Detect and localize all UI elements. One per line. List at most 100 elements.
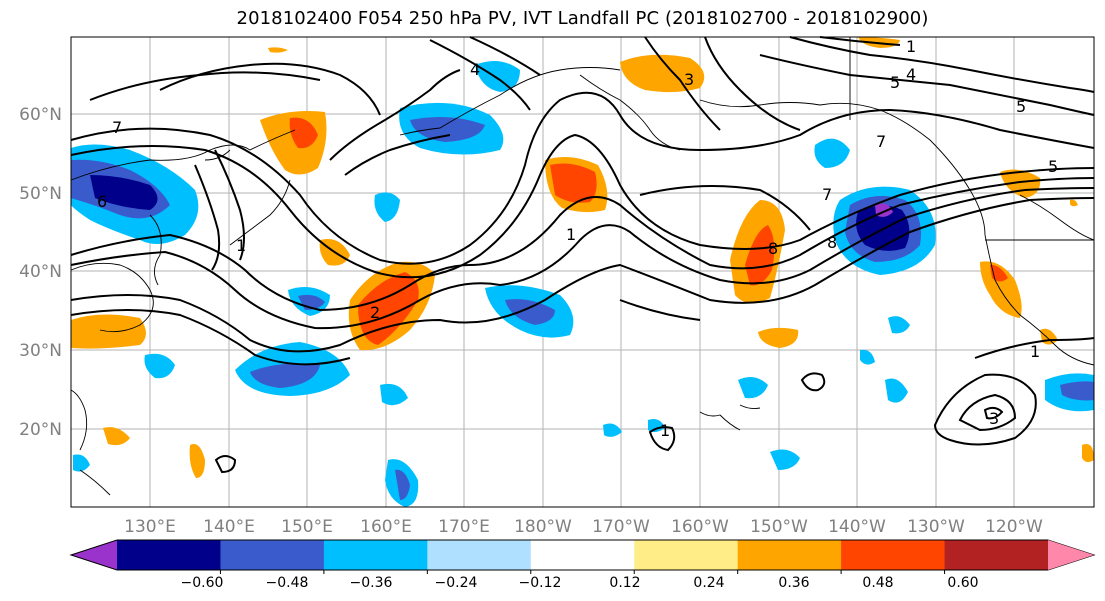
shade-negative: [603, 423, 622, 437]
lon-label: 170°E: [438, 517, 490, 537]
colorbar-tick-label: 0.24: [693, 575, 724, 591]
contour-label: 1: [566, 225, 576, 244]
contour-label: 4: [470, 60, 480, 79]
colorbar-tick-label: 0.12: [609, 575, 640, 591]
colorbar-cell: [944, 540, 1049, 570]
shade-negative: [380, 383, 408, 406]
shade-negative: [410, 116, 485, 142]
contour-label: 7: [112, 118, 122, 137]
colorbar-cell: [323, 540, 428, 570]
lat-label: 30°N: [19, 341, 62, 361]
shade-positive: [103, 427, 130, 446]
contour-label: 4: [906, 65, 916, 84]
contour-label: 6: [97, 192, 107, 211]
colorbar-tick-label: −0.48: [266, 575, 309, 591]
lon-label: 130°E: [124, 517, 176, 537]
shade-positive: [1082, 444, 1094, 463]
contour-label: 1: [236, 236, 246, 255]
shade-positive: [745, 225, 775, 286]
colorbar-tick-label: 0.60: [947, 575, 978, 591]
shade-positive: [268, 47, 288, 53]
map-panel: 7 7 6 4 3 5 4 5 8 8 7 1 2 1 3 1 1 1 5: [70, 36, 1095, 508]
lon-label: 180°W: [514, 517, 572, 537]
shade-negative: [73, 454, 90, 472]
colorbar-tick-labels: −0.60 −0.48 −0.36 −0.24 −0.12 0.12 0.24 …: [181, 575, 979, 591]
contour-labels: 7 7 6 4 3 5 4 5 8 8 7 1 2 1 3 1 1 1 5: [97, 37, 1058, 440]
lat-label: 60°N: [19, 105, 62, 125]
colorbar-extend-max: [1048, 540, 1094, 570]
shade-positive: [1070, 199, 1078, 207]
shade-negative: [505, 299, 555, 325]
colorbar-cell: [841, 540, 946, 570]
contour-label: 5: [1048, 157, 1058, 176]
lat-label: 20°N: [19, 420, 62, 440]
shade-positive: [289, 117, 318, 149]
shade-negative: [738, 376, 768, 399]
colorbar-cell: [220, 540, 325, 570]
colorbar-cell: [117, 540, 221, 570]
shade-negative: [90, 175, 158, 210]
shade-negative: [374, 192, 400, 222]
shade-negative: [250, 363, 320, 388]
map-title: 2018102400 F054 250 hPa PV, IVT Landfall…: [236, 8, 929, 29]
shade-positive: [550, 163, 597, 203]
lon-label: 120°W: [985, 517, 1043, 537]
shade-positive: [189, 444, 205, 478]
lon-label: 150°W: [750, 517, 808, 537]
contour-label: 1: [1030, 342, 1040, 361]
contour-label: 3: [989, 409, 999, 428]
contour-label: 5: [1016, 97, 1026, 116]
shaded-field: [71, 37, 1094, 507]
lon-label: 130°W: [907, 517, 965, 537]
colorbar-tick-label: 0.36: [778, 575, 809, 591]
shade-negative: [860, 349, 875, 365]
colorbar-tick-label: −0.24: [435, 575, 478, 591]
longitude-labels: 130°E 140°E 150°E 160°E 170°E 180°W 170°…: [124, 517, 1043, 537]
lon-label: 150°E: [281, 517, 333, 537]
contour-label: 1: [906, 37, 916, 56]
shade-positive: [358, 272, 419, 345]
lon-label: 170°W: [592, 517, 650, 537]
shade-negative: [814, 138, 850, 168]
colorbar-cells: [69, 539, 1096, 571]
colorbar-cell: [737, 540, 842, 570]
shade-negative: [144, 353, 175, 379]
pv-contours: [70, 36, 1095, 474]
coastlines: [70, 37, 1095, 496]
contour-label: 1: [660, 421, 670, 440]
lon-label: 140°E: [203, 517, 255, 537]
colorbar: −0.60 −0.48 −0.36 −0.24 −0.12 0.12 0.24 …: [69, 539, 1096, 591]
contour-label: 8: [827, 233, 837, 252]
contour-label: 5: [890, 73, 900, 92]
contour-label: 7: [822, 185, 832, 204]
colorbar-tick-label: −0.36: [350, 575, 393, 591]
shade-negative: [885, 378, 908, 403]
lon-label: 160°E: [360, 517, 412, 537]
latitude-labels: 60°N 50°N 40°N 30°N 20°N: [19, 105, 62, 440]
colorbar-cell: [427, 540, 532, 570]
shade-positive: [758, 327, 799, 348]
shade-negative: [475, 61, 520, 92]
contour-label: 3: [684, 70, 694, 89]
colorbar-extend-min: [71, 540, 117, 570]
colorbar-ticks: [219, 570, 946, 574]
shade-positive: [620, 54, 705, 93]
shade-negative: [1060, 381, 1094, 401]
colorbar-tick-label: 0.48: [862, 575, 893, 591]
shade-negative: [770, 449, 800, 470]
shade-positive: [1000, 169, 1041, 198]
colorbar-cell: [530, 540, 635, 570]
lon-label: 160°W: [671, 517, 729, 537]
shade-negative: [888, 316, 910, 334]
colorbar-tick-label: −0.60: [181, 575, 224, 591]
colorbar-cell: [634, 540, 739, 570]
contour-label: 7: [876, 132, 886, 151]
contour-label: 8: [768, 239, 778, 258]
lat-label: 50°N: [19, 184, 62, 204]
lat-label: 40°N: [19, 262, 62, 282]
contour-label: 2: [370, 303, 380, 322]
shade-negative: [648, 419, 665, 433]
colorbar-tick-label: −0.12: [519, 575, 562, 591]
shade-negative: [395, 469, 410, 500]
